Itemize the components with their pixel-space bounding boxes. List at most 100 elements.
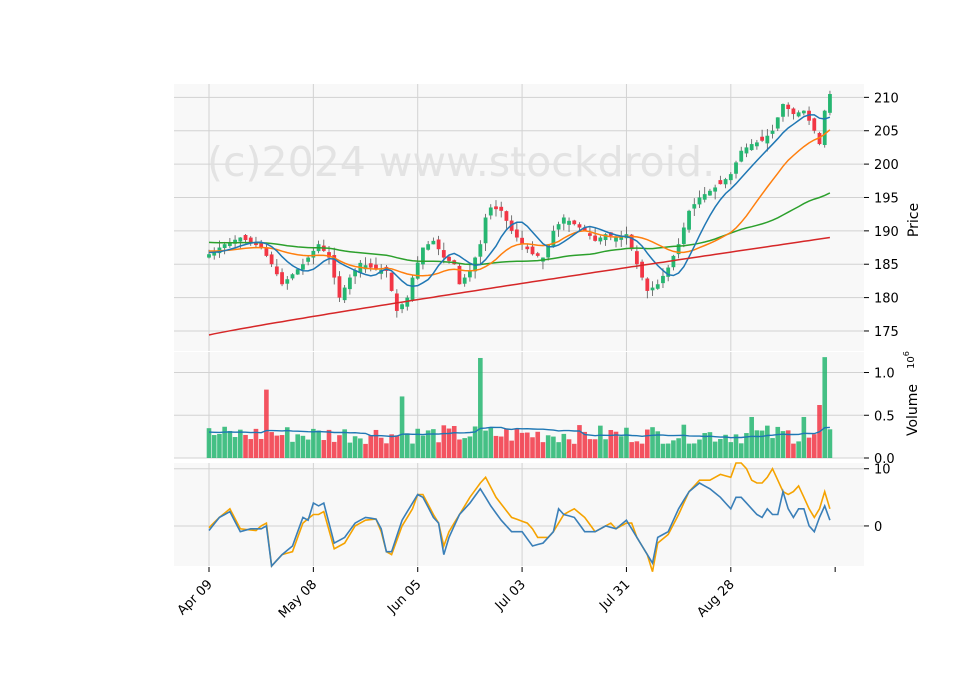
volume-bar-up [561,433,567,458]
candle-down [368,263,373,268]
volume-bar-up [556,442,561,458]
volume-bar-up [462,438,467,458]
volume-bar-up [472,426,478,458]
volume-bar-down [394,435,400,458]
moving-averages [208,114,831,336]
candle-up [676,244,681,255]
volume-bar-down [253,428,259,458]
volume-bar-up [431,429,436,458]
candle-down [520,237,524,245]
candle-down [577,224,582,228]
price-tick-label: 195 [874,191,899,206]
volume-bar-up [483,430,488,458]
volume-bar-down [509,440,514,458]
volume-bar-up [358,438,363,458]
volume-bar-up [697,439,702,458]
candle-up [410,277,415,300]
candle-down [807,110,811,121]
volume-bar-down [524,432,530,458]
volume-bar-down [384,443,389,458]
candle-up [212,250,217,256]
candle-down [259,243,264,248]
volume-bar-down [785,430,791,458]
volume-bar-down [493,435,499,458]
volume-bar-up [420,435,426,458]
candle-up [781,104,785,117]
volume-bar-down [378,437,384,458]
candle-up [207,254,211,258]
ma-short-line [208,114,831,288]
volume-bar-up [415,428,421,458]
volume-axis-label-text: Volume [905,384,921,436]
volume-bar-down [441,425,447,458]
volume-bar-up [665,443,671,458]
volume-bar-up [222,426,227,458]
volume-bar-up [342,429,347,458]
candle-up [306,257,311,262]
candle-up [828,94,832,113]
volume-bar-up [347,442,353,458]
volume-bar-up [425,430,431,458]
candle-down [332,255,337,278]
volume-bar-down [436,442,441,458]
volume-bar-down [368,435,374,458]
candle-down [634,251,639,265]
volume-bar-down [791,443,796,458]
candle-down [264,247,269,256]
volume-bar-down [498,436,504,458]
volume-ma-line [208,426,830,439]
candle-up [801,110,806,114]
candle-up [421,247,425,265]
candle-up [353,270,358,277]
volume-bar-down [608,429,614,458]
candle-up [661,275,665,284]
candle-up [619,235,624,240]
volume-bar-down [613,431,619,458]
price-y-ticks: 175 180 185 190 195 200 205 210 [864,91,899,340]
volume-bar-up [686,443,692,458]
price-tick-label: 210 [874,91,899,106]
volume-bar-up [754,430,760,458]
volume-bar-up [660,443,666,458]
volume-bar-up [624,427,629,458]
volume-bar-up [801,416,807,458]
price-panel: (c)2024 www.stockdroid. 175 180 185 190 195 2… [174,84,922,351]
candle-down [327,252,331,258]
candle-up [285,279,290,284]
volume-bar-down [535,431,541,458]
volume-bar-down [446,428,452,458]
candle-down [374,264,378,269]
volume-bar-down [577,425,582,458]
volume-bar-up [733,434,739,458]
candle-up [614,237,618,242]
x-tick-label: Jul 31 [596,577,633,614]
volume-bar-down [634,441,640,458]
price-tick-label: 200 [874,158,899,173]
oscillator-panel: 0 10 [174,462,891,572]
candle-down [243,235,248,241]
volume-tick-label: 0.5 [874,409,895,424]
candle-up [561,217,566,224]
candle-up [739,150,744,162]
x-tick-label: Jul 03 [492,577,529,614]
candle-down [248,237,253,243]
candle-up [347,277,352,290]
volume-bar-down [639,443,645,458]
volume-bar-up [311,428,316,458]
candle-up [666,267,671,277]
volume-bar-down [519,432,525,458]
volume-bar-up [718,439,723,458]
volume-bar-down [806,437,812,458]
volume-bar-down [279,435,285,458]
volume-bar-down [540,442,546,458]
candle-down [786,104,791,110]
x-axis: Apr 09 May 08 Jun 05 Jul 03 Jul 31 Aug 28 [175,567,836,621]
volume-bar-down [530,437,535,458]
candle-down [274,266,279,275]
volume-panel: 0.0 0.5 1.0 Volume 106 [174,351,921,467]
volume-bar-up [744,433,749,458]
candle-up [363,265,368,270]
candle-down [593,235,598,241]
candle-up [222,244,227,249]
volume-bar-up [300,435,306,458]
